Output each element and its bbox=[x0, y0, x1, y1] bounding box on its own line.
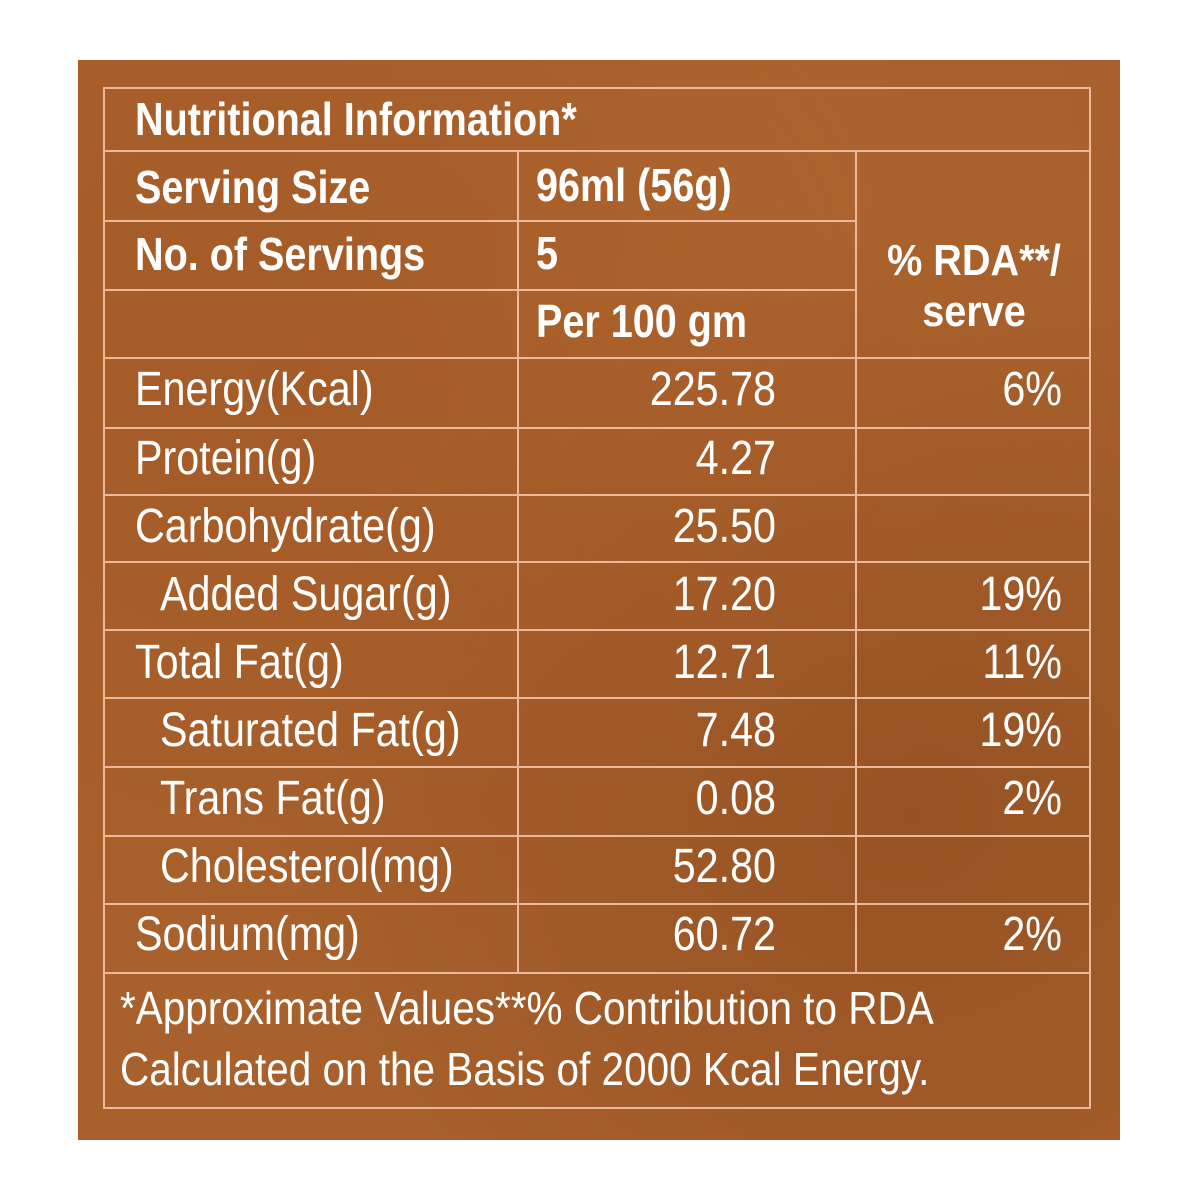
nutrient-value: 225.78 bbox=[649, 363, 776, 416]
per-100gm-header: Per 100 gm bbox=[536, 295, 748, 347]
nutrient-value: 52.80 bbox=[672, 840, 776, 893]
nutrient-label: Added Sugar(g) bbox=[160, 568, 452, 621]
rule bbox=[103, 289, 857, 291]
servings-label: No. of Servings bbox=[135, 228, 426, 280]
nutrient-value: 7.48 bbox=[695, 704, 776, 757]
nutrient-value: 0.08 bbox=[695, 772, 776, 825]
nutrient-label: Total Fat(g) bbox=[135, 636, 344, 689]
rule bbox=[103, 561, 1091, 563]
rule bbox=[103, 629, 1091, 631]
rule bbox=[103, 697, 1091, 699]
rule bbox=[103, 150, 1091, 152]
rda-header-line2: serve bbox=[922, 286, 1026, 336]
rule bbox=[103, 903, 1091, 905]
serving-size-label: Serving Size bbox=[135, 161, 371, 213]
nutrient-value: 4.27 bbox=[695, 432, 776, 485]
nutrient-label: Carbohydrate(g) bbox=[135, 500, 436, 553]
label-panel bbox=[78, 60, 1120, 1140]
nutrient-rda: 11% bbox=[982, 636, 1062, 689]
rule bbox=[103, 766, 1091, 768]
rule bbox=[103, 220, 857, 222]
nutrient-rda: 2% bbox=[1002, 908, 1062, 961]
rule bbox=[103, 972, 1091, 974]
serving-size-value: 96ml (56g) bbox=[536, 159, 732, 211]
column-divider bbox=[855, 150, 857, 973]
nutrient-label: Saturated Fat(g) bbox=[160, 704, 461, 757]
nutrient-label: Protein(g) bbox=[135, 432, 317, 485]
nutrient-rda: 2% bbox=[1002, 772, 1062, 825]
nutrient-value: 17.20 bbox=[672, 568, 776, 621]
rule bbox=[103, 357, 1091, 359]
nutrient-label: Trans Fat(g) bbox=[160, 772, 386, 825]
rda-header: % RDA**/ serve bbox=[869, 236, 1080, 337]
rule bbox=[103, 427, 1091, 429]
nutrient-value: 60.72 bbox=[672, 908, 776, 961]
nutrient-rda: 6% bbox=[1002, 363, 1062, 416]
nutrient-label: Cholesterol(mg) bbox=[160, 840, 454, 893]
nutrient-label: Energy(Kcal) bbox=[135, 363, 374, 416]
rda-header-line1: % RDA**/ bbox=[887, 236, 1061, 285]
nutrient-rda: 19% bbox=[979, 568, 1062, 621]
servings-value: 5 bbox=[536, 227, 559, 279]
nutrient-value: 25.50 bbox=[672, 500, 776, 553]
nutrient-value: 12.71 bbox=[672, 636, 776, 689]
rule bbox=[103, 494, 1091, 496]
rule bbox=[103, 835, 1091, 837]
footnote-line1: *Approximate Values**% Contribution to R… bbox=[120, 982, 934, 1034]
column-divider bbox=[517, 150, 519, 973]
nutrient-rda: 19% bbox=[979, 704, 1062, 757]
footnote-line2: Calculated on the Basis of 2000 Kcal Ene… bbox=[120, 1043, 930, 1095]
nutrition-table-frame bbox=[103, 87, 1091, 1109]
table-title: Nutritional Information* bbox=[135, 93, 577, 145]
nutrient-label: Sodium(mg) bbox=[135, 908, 360, 961]
